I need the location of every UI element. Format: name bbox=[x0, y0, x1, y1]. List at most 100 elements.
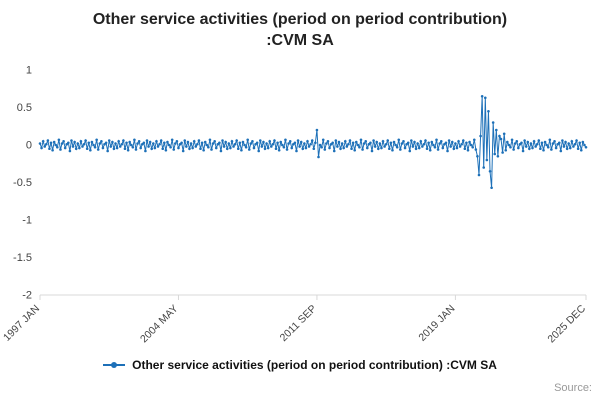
data-point[interactable] bbox=[205, 143, 209, 147]
data-point[interactable] bbox=[369, 141, 372, 145]
data-point[interactable] bbox=[526, 140, 530, 144]
data-point[interactable] bbox=[323, 148, 327, 151]
data-point[interactable] bbox=[273, 139, 276, 142]
data-point[interactable] bbox=[321, 138, 325, 142]
data-point[interactable] bbox=[460, 142, 463, 146]
data-point[interactable] bbox=[78, 146, 81, 150]
data-point[interactable] bbox=[236, 147, 240, 151]
data-point[interactable] bbox=[207, 145, 210, 149]
data-point[interactable] bbox=[410, 139, 413, 142]
data-point[interactable] bbox=[512, 148, 515, 151]
data-point[interactable] bbox=[255, 141, 259, 145]
data-point[interactable] bbox=[446, 149, 449, 153]
data-point[interactable] bbox=[325, 142, 328, 145]
data-point[interactable] bbox=[62, 139, 65, 143]
data-point[interactable] bbox=[48, 147, 51, 151]
data-point[interactable] bbox=[495, 128, 498, 132]
data-point[interactable] bbox=[343, 139, 347, 143]
data-point[interactable] bbox=[336, 145, 339, 148]
data-point[interactable] bbox=[265, 142, 268, 145]
data-point[interactable] bbox=[243, 143, 246, 147]
data-point[interactable] bbox=[241, 140, 245, 144]
data-point[interactable] bbox=[372, 139, 375, 142]
data-point[interactable] bbox=[384, 142, 388, 146]
data-point[interactable] bbox=[114, 142, 117, 145]
data-point[interactable] bbox=[44, 142, 48, 146]
data-point[interactable] bbox=[447, 139, 451, 142]
data-point[interactable] bbox=[567, 142, 570, 145]
data-point[interactable] bbox=[439, 139, 443, 143]
data-point[interactable] bbox=[126, 148, 130, 152]
data-point[interactable] bbox=[399, 148, 402, 151]
data-point[interactable] bbox=[389, 141, 393, 145]
data-point[interactable] bbox=[129, 143, 133, 147]
data-point[interactable] bbox=[133, 138, 136, 142]
data-point[interactable] bbox=[46, 139, 50, 142]
data-point[interactable] bbox=[90, 140, 94, 144]
data-point[interactable] bbox=[166, 140, 169, 144]
data-point[interactable] bbox=[469, 143, 473, 147]
data-point[interactable] bbox=[258, 139, 262, 142]
data-point[interactable] bbox=[474, 148, 478, 151]
data-point[interactable] bbox=[59, 148, 62, 151]
data-point[interactable] bbox=[82, 142, 86, 146]
data-point[interactable] bbox=[365, 146, 369, 150]
data-point[interactable] bbox=[196, 142, 199, 146]
data-point[interactable] bbox=[540, 141, 544, 145]
data-point[interactable] bbox=[139, 146, 142, 150]
data-point[interactable] bbox=[148, 140, 152, 144]
data-point[interactable] bbox=[147, 145, 150, 148]
data-point[interactable] bbox=[257, 149, 261, 153]
data-point[interactable] bbox=[153, 146, 157, 150]
data-point[interactable] bbox=[331, 141, 334, 145]
data-point[interactable] bbox=[455, 146, 459, 150]
data-point[interactable] bbox=[559, 149, 563, 153]
data-point[interactable] bbox=[354, 140, 358, 144]
data-point[interactable] bbox=[578, 141, 582, 145]
data-point[interactable] bbox=[457, 139, 460, 143]
data-point[interactable] bbox=[441, 146, 445, 150]
data-point[interactable] bbox=[163, 141, 166, 145]
data-point[interactable] bbox=[307, 145, 311, 148]
data-point[interactable] bbox=[417, 146, 421, 150]
data-point[interactable] bbox=[375, 140, 379, 144]
data-point[interactable] bbox=[557, 141, 561, 145]
data-point[interactable] bbox=[41, 139, 45, 143]
data-point[interactable] bbox=[240, 148, 243, 152]
data-point[interactable] bbox=[260, 145, 264, 148]
data-point[interactable] bbox=[159, 139, 163, 142]
data-point[interactable] bbox=[476, 154, 479, 158]
data-point[interactable] bbox=[484, 96, 487, 100]
data-point[interactable] bbox=[348, 139, 352, 142]
data-point[interactable] bbox=[306, 139, 309, 143]
data-point[interactable] bbox=[235, 139, 238, 142]
data-point[interactable] bbox=[449, 145, 452, 148]
data-point[interactable] bbox=[128, 140, 131, 144]
data-point[interactable] bbox=[52, 140, 56, 144]
data-point[interactable] bbox=[104, 141, 108, 145]
data-point[interactable] bbox=[93, 145, 97, 149]
data-point[interactable] bbox=[137, 139, 141, 143]
data-point[interactable] bbox=[479, 134, 482, 138]
data-point[interactable] bbox=[246, 138, 249, 142]
data-point[interactable] bbox=[67, 141, 70, 145]
data-point[interactable] bbox=[350, 147, 353, 151]
data-point[interactable] bbox=[296, 139, 300, 142]
data-point[interactable] bbox=[416, 142, 419, 145]
data-point[interactable] bbox=[362, 142, 366, 145]
data-point[interactable] bbox=[444, 141, 448, 145]
data-point[interactable] bbox=[270, 145, 273, 148]
data-point[interactable] bbox=[471, 145, 475, 149]
data-point[interactable] bbox=[277, 148, 281, 152]
data-point[interactable] bbox=[74, 147, 78, 151]
data-point[interactable] bbox=[328, 146, 331, 150]
data-point[interactable] bbox=[400, 142, 404, 145]
data-point[interactable] bbox=[167, 143, 171, 147]
data-point[interactable] bbox=[221, 139, 224, 142]
data-point[interactable] bbox=[191, 146, 194, 150]
data-point[interactable] bbox=[310, 139, 314, 142]
data-point[interactable] bbox=[504, 148, 508, 152]
data-point[interactable] bbox=[370, 149, 374, 153]
data-point[interactable] bbox=[480, 94, 484, 98]
data-point[interactable] bbox=[125, 141, 128, 145]
